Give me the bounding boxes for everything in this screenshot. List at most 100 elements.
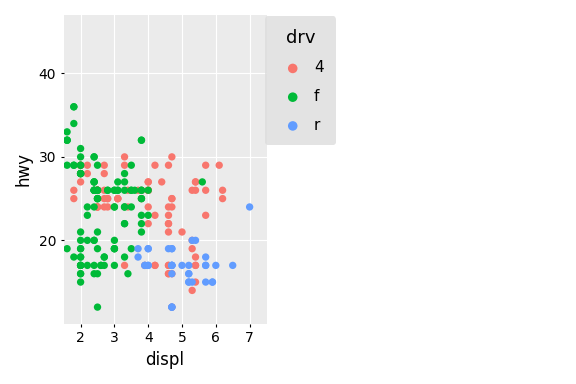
Legend: 4, f, r: 4, f, r — [265, 17, 336, 145]
4 — [113, 195, 122, 202]
f — [137, 229, 146, 235]
f — [89, 204, 98, 210]
f — [120, 179, 129, 185]
4 — [143, 187, 153, 193]
f — [93, 195, 102, 202]
r — [177, 262, 187, 268]
4 — [123, 187, 132, 193]
4 — [167, 304, 176, 310]
r — [184, 279, 194, 285]
f — [127, 187, 136, 193]
f — [93, 229, 102, 235]
r — [201, 279, 210, 285]
f — [89, 154, 98, 160]
r — [184, 279, 194, 285]
4 — [140, 262, 149, 268]
f — [76, 170, 85, 177]
r — [164, 246, 173, 252]
4 — [167, 195, 176, 202]
f — [120, 204, 129, 210]
f — [137, 195, 146, 202]
4 — [167, 154, 176, 160]
4 — [93, 187, 102, 193]
4 — [164, 262, 173, 268]
4 — [164, 212, 173, 218]
4 — [134, 187, 143, 193]
f — [113, 187, 122, 193]
4 — [164, 229, 173, 235]
4 — [188, 237, 197, 243]
4 — [120, 262, 129, 268]
r — [208, 279, 217, 285]
4 — [93, 187, 102, 193]
f — [93, 162, 102, 168]
r — [211, 262, 221, 268]
4 — [100, 170, 109, 177]
4 — [100, 204, 109, 210]
r — [167, 304, 176, 310]
f — [76, 254, 85, 260]
f — [89, 179, 98, 185]
4 — [218, 195, 227, 202]
4 — [76, 179, 85, 185]
4 — [76, 170, 85, 177]
f — [93, 304, 102, 310]
4 — [93, 187, 102, 193]
r — [140, 262, 149, 268]
4 — [164, 271, 173, 277]
4 — [167, 271, 176, 277]
4 — [93, 204, 102, 210]
f — [93, 195, 102, 202]
f — [76, 262, 85, 268]
f — [62, 137, 71, 143]
r — [143, 262, 153, 268]
f — [110, 187, 119, 193]
f — [83, 237, 92, 243]
f — [76, 154, 85, 160]
f — [89, 237, 98, 243]
f — [62, 246, 71, 252]
f — [89, 237, 98, 243]
f — [69, 254, 78, 260]
f — [143, 212, 153, 218]
r — [167, 262, 176, 268]
f — [69, 104, 78, 110]
4 — [93, 187, 102, 193]
f — [76, 170, 85, 177]
f — [76, 254, 85, 260]
4 — [150, 262, 160, 268]
r — [208, 279, 217, 285]
f — [76, 262, 85, 268]
f — [83, 212, 92, 218]
r — [167, 262, 176, 268]
f — [89, 187, 98, 193]
4 — [150, 162, 160, 168]
4 — [83, 170, 92, 177]
f — [93, 246, 102, 252]
4 — [164, 220, 173, 227]
f — [137, 212, 146, 218]
f — [89, 179, 98, 185]
4 — [201, 162, 210, 168]
4 — [69, 195, 78, 202]
f — [127, 187, 136, 193]
f — [110, 204, 119, 210]
4 — [191, 179, 200, 185]
4 — [93, 187, 102, 193]
f — [89, 154, 98, 160]
r — [134, 246, 143, 252]
f — [76, 246, 85, 252]
4 — [167, 195, 176, 202]
4 — [143, 187, 153, 193]
r — [167, 304, 176, 310]
f — [62, 129, 71, 135]
4 — [120, 154, 129, 160]
f — [62, 162, 71, 168]
f — [69, 121, 78, 127]
f — [89, 187, 98, 193]
f — [76, 170, 85, 177]
r — [201, 254, 210, 260]
r — [140, 262, 149, 268]
4 — [188, 187, 197, 193]
4 — [191, 262, 200, 268]
